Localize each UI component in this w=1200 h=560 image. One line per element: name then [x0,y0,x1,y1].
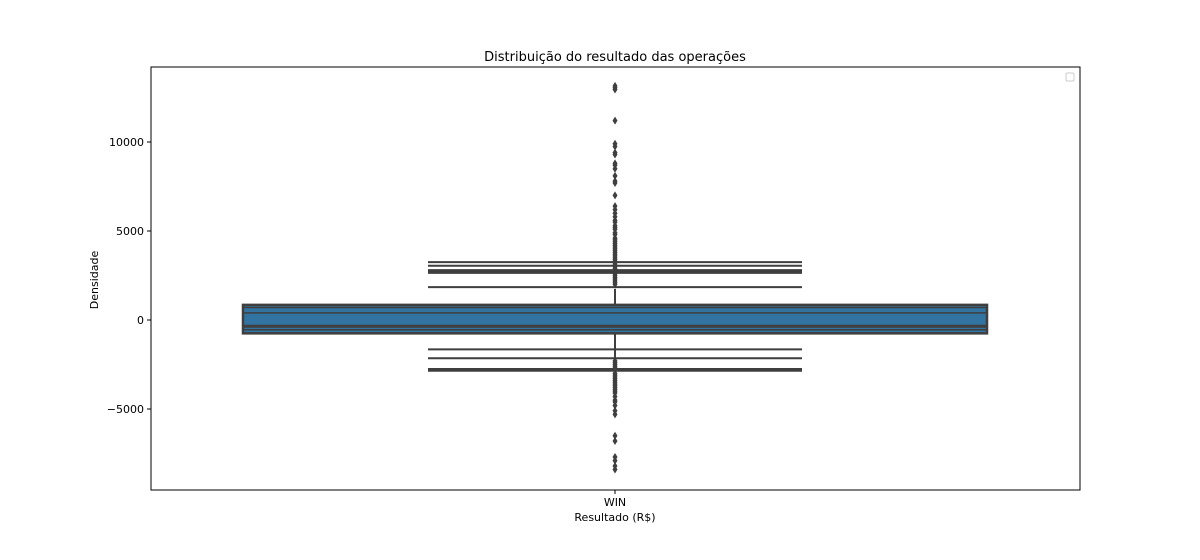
iqr-box [241,303,989,335]
outlier-point [612,280,618,289]
outlier-point [612,456,618,465]
y-axis-label: Densidade [88,251,101,310]
legend-box [1065,72,1075,82]
outlier-point [612,171,618,180]
outlier-point [612,178,618,187]
outlier-point [612,401,618,410]
outlier-point [612,437,618,446]
x-axis-label: Resultado (R$) [574,511,655,524]
outlier-point [612,85,618,94]
y-tick-label: −5000 [107,403,144,416]
x-tick-label: WIN [604,496,626,509]
outlier-point [612,164,618,173]
outlier-point [612,364,618,373]
boxplot-marks [241,81,989,474]
outlier-point [612,116,618,125]
y-tick-label: 0 [137,314,144,327]
y-axis-ticks: −5000 0 5000 10000 [107,136,151,416]
y-tick-label: 5000 [116,225,144,238]
outlier-point [612,465,618,474]
x-axis-ticks: WIN [604,490,626,509]
outlier-point [612,142,618,151]
outlier-point [612,410,618,419]
y-tick-label: 10000 [109,136,144,149]
outlier-point [612,150,618,159]
outlier-point [612,431,618,440]
outlier-point [612,191,618,200]
chart-title: Distribuição do resultado das operações [484,50,746,65]
